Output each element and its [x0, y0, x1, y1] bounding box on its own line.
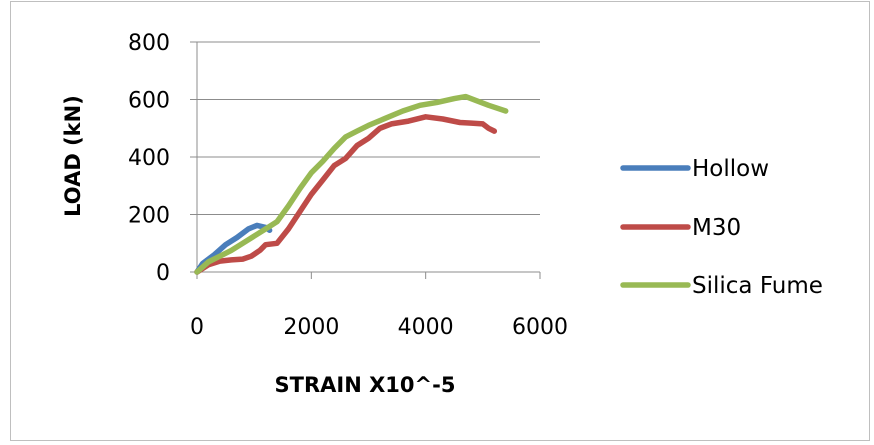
tick-labels: 0 200 400 600 800 0 2000 4000 6000 [128, 31, 568, 340]
legend-label: M30 [692, 215, 741, 241]
y-tick-label: 800 [128, 31, 170, 56]
y-tick-label: 200 [128, 204, 170, 229]
y-tick-label: 600 [128, 89, 170, 114]
series-lines [194, 93, 509, 275]
legend: Hollow M30 Silica Fume [620, 156, 823, 299]
legend-label: Silica Fume [692, 273, 823, 299]
y-tick-label: 0 [156, 261, 170, 286]
y-tick-label: 400 [128, 146, 170, 171]
x-tick-label: 0 [190, 315, 204, 340]
legend-label: Hollow [692, 156, 769, 182]
gridlines [197, 41, 540, 215]
chart-frame [10, 1, 870, 441]
y-axis-title: LOAD (kN) [61, 95, 85, 217]
series-line-m30 [194, 114, 498, 275]
x-tick-label: 4000 [398, 315, 454, 340]
x-axis-title: STRAIN X10^-5 [275, 373, 456, 397]
x-tick-label: 6000 [512, 315, 568, 340]
x-tick-label: 2000 [283, 315, 339, 340]
series-line-silica-fume [194, 93, 509, 275]
